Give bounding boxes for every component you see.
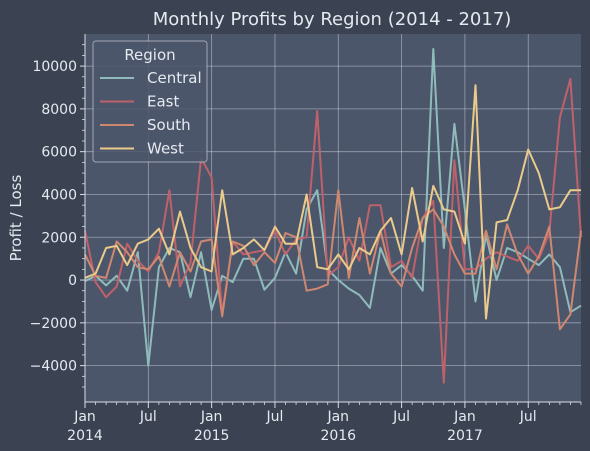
x-tick-year-label: 2016 (320, 428, 356, 444)
chart-title: Monthly Profits by Region (2014 - 2017) (153, 9, 512, 30)
x-tick-label: Jan (200, 409, 223, 425)
x-tick-label: Jul (139, 409, 157, 425)
y-tick-label: 10000 (32, 59, 77, 75)
y-tick-label: 8000 (41, 102, 77, 118)
x-tick-year-label: 2014 (67, 428, 103, 444)
y-tick-label: 2000 (41, 230, 77, 246)
x-tick-label: Jan (453, 409, 476, 425)
y-tick-label: −4000 (30, 359, 77, 375)
series-line-west (84, 84, 581, 320)
legend-label: Central (147, 69, 202, 87)
series-line-east (84, 77, 582, 384)
legend: Region Central East South West (92, 40, 208, 163)
legend-box (92, 40, 208, 163)
y-axis-label: Profit / Loss (7, 175, 25, 262)
legend-label: South (147, 116, 191, 134)
axes: −4000 −2000 0 2000 4000 6000 8000 10000 Jan 2014 J… (30, 34, 582, 444)
x-tick-year-label: 2017 (447, 428, 483, 444)
x-tick-label: Jul (266, 409, 284, 425)
legend-title: Region (124, 46, 175, 64)
legend-label: East (147, 93, 179, 111)
x-tick-label: Jan (73, 409, 96, 425)
y-tick-label: 6000 (41, 145, 77, 161)
y-tick-label: 4000 (41, 187, 77, 203)
legend-label: West (147, 140, 184, 158)
x-tick-label: Jul (392, 409, 410, 425)
x-tick-label: Jul (519, 409, 537, 425)
series-lines (84, 48, 582, 384)
x-tick-year-label: 2015 (194, 428, 230, 444)
x-tick-label: Jan (326, 409, 349, 425)
y-tick-label: −2000 (30, 316, 77, 332)
series-line-south (84, 189, 582, 331)
y-tick-label: 0 (68, 273, 77, 289)
